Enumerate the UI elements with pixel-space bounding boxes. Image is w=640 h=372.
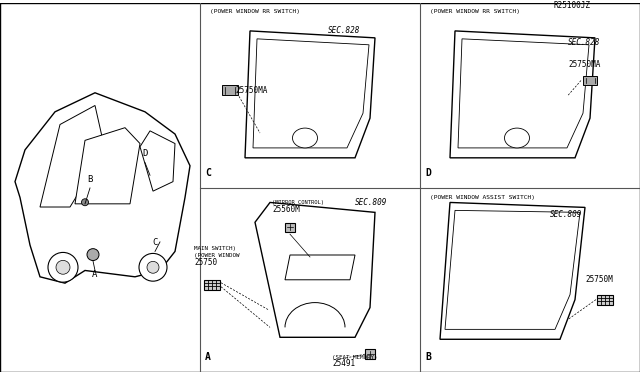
Polygon shape	[440, 202, 585, 339]
FancyBboxPatch shape	[204, 280, 220, 290]
Polygon shape	[445, 211, 580, 329]
Text: 25750MA: 25750MA	[235, 86, 268, 95]
Polygon shape	[450, 31, 595, 158]
Polygon shape	[458, 39, 589, 148]
Text: SEC.828: SEC.828	[328, 26, 360, 35]
Polygon shape	[40, 106, 105, 207]
Text: SEC.809: SEC.809	[355, 198, 387, 208]
Polygon shape	[15, 93, 190, 283]
Circle shape	[48, 253, 78, 282]
Text: A: A	[205, 352, 211, 362]
Text: C: C	[205, 168, 211, 178]
Circle shape	[139, 253, 167, 281]
Ellipse shape	[292, 128, 317, 148]
Text: (POWER WINDOW RR SWITCH): (POWER WINDOW RR SWITCH)	[210, 9, 300, 14]
Text: 25491: 25491	[332, 359, 355, 368]
FancyBboxPatch shape	[365, 349, 375, 359]
Text: D: D	[425, 168, 431, 178]
Text: 25560M: 25560M	[272, 205, 300, 214]
Polygon shape	[140, 131, 175, 191]
Polygon shape	[285, 255, 355, 280]
Text: SEC.809: SEC.809	[550, 210, 582, 219]
Circle shape	[147, 262, 159, 273]
Text: 25750MA: 25750MA	[568, 60, 600, 68]
FancyBboxPatch shape	[222, 85, 237, 96]
FancyBboxPatch shape	[583, 76, 596, 85]
Circle shape	[56, 260, 70, 274]
Text: (POWER WINDOW: (POWER WINDOW	[194, 253, 239, 258]
Text: B: B	[87, 174, 93, 184]
Circle shape	[87, 248, 99, 260]
Text: D: D	[142, 149, 148, 158]
Circle shape	[81, 199, 88, 206]
Text: MAIN SWITCH): MAIN SWITCH)	[194, 246, 236, 251]
FancyBboxPatch shape	[285, 223, 294, 232]
Polygon shape	[253, 39, 369, 148]
Polygon shape	[245, 31, 375, 158]
Text: 25750: 25750	[194, 258, 217, 267]
Text: B: B	[425, 352, 431, 362]
Text: C: C	[152, 238, 157, 247]
FancyBboxPatch shape	[597, 295, 612, 305]
Text: (POWER WINDOW ASSIST SWITCH): (POWER WINDOW ASSIST SWITCH)	[430, 195, 535, 201]
Polygon shape	[255, 202, 375, 337]
Polygon shape	[75, 128, 140, 204]
Ellipse shape	[504, 128, 529, 148]
Text: (MIRROR CONTROL): (MIRROR CONTROL)	[272, 201, 324, 205]
Text: R25100JZ: R25100JZ	[553, 1, 590, 10]
Text: 25750M: 25750M	[585, 275, 612, 284]
Text: SEC.828: SEC.828	[568, 38, 600, 47]
Text: A: A	[92, 270, 98, 279]
Text: (POWER WINDOW RR SWITCH): (POWER WINDOW RR SWITCH)	[430, 9, 520, 14]
Text: (SEAT MEMORY): (SEAT MEMORY)	[332, 355, 378, 360]
